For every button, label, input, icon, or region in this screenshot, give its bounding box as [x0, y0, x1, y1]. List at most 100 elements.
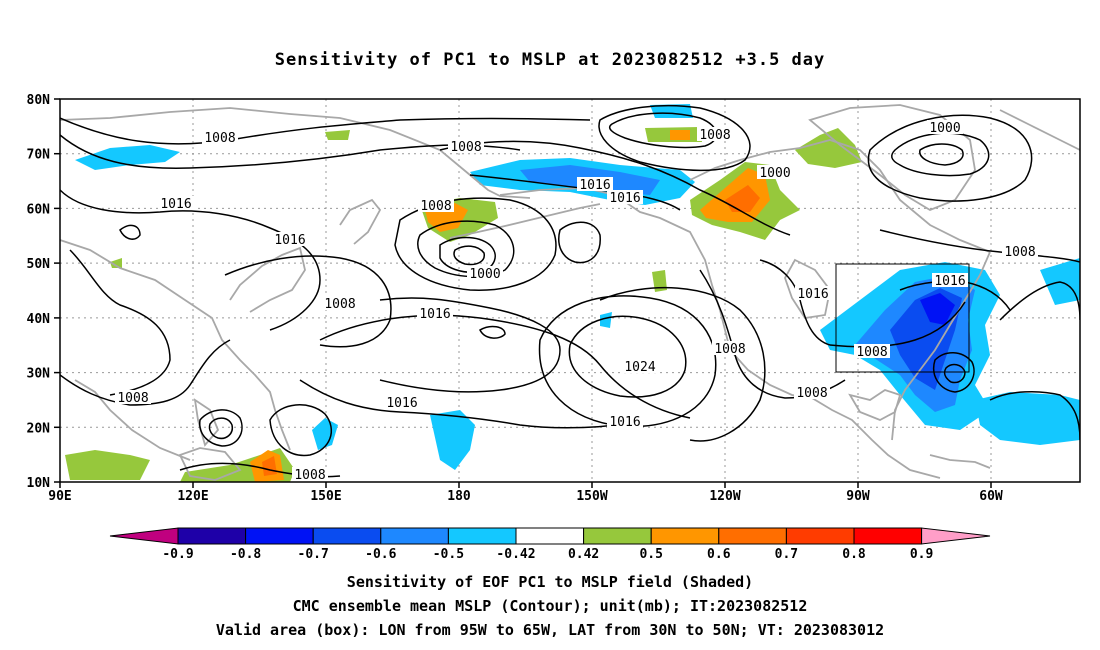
contour-label-bg — [272, 232, 308, 246]
contour-label: 1024 — [624, 360, 655, 375]
chart-title: Sensitivity of PC1 to MSLP at 2023082512… — [274, 50, 826, 70]
colorbar-label: -0.7 — [298, 547, 329, 562]
contour-label-bg — [115, 390, 151, 404]
x-tick-label: 180 — [447, 489, 471, 504]
colorbar-label: -0.9 — [162, 547, 193, 562]
contour-1004-hurricane — [943, 363, 966, 384]
contour-1008-hurricane-outer — [933, 352, 975, 393]
contour-1016-pac-ring — [224, 255, 392, 348]
contour-label: 1016 — [934, 274, 965, 289]
contour-label-bg — [448, 139, 484, 153]
contour-1008-greenland — [867, 114, 1033, 202]
contour-label-bg — [467, 266, 503, 280]
contour-1016-mid — [379, 297, 561, 393]
contour-1024-high — [568, 315, 687, 398]
y-axis: 80N 70N 60N 50N 40N 30N 20N 10N — [27, 93, 60, 491]
y-tick-label: 40N — [27, 312, 51, 327]
coast-borneo — [178, 447, 242, 481]
contour-label-bg — [577, 177, 613, 191]
coast-europe-north — [999, 109, 1080, 151]
contour-996-greenland — [919, 143, 964, 166]
contour-label-bg — [417, 306, 453, 320]
colorbar-swatch — [380, 527, 449, 545]
coast-aleutians — [449, 203, 601, 239]
colorbar-max-arrow — [921, 527, 991, 545]
x-tick-label: 90E — [48, 489, 71, 504]
y-tick-label: 50N — [27, 257, 51, 272]
contour-label-bg — [607, 414, 643, 428]
colorbar-label: 0.7 — [775, 547, 798, 562]
coast-greenland — [808, 104, 976, 212]
caption-line-2: CMC ensemble mean MSLP (Contour); unit(m… — [292, 597, 808, 615]
contour-label-bg — [322, 296, 358, 310]
colorbar-swatch — [853, 527, 923, 545]
contour-label: 1008 — [714, 342, 745, 357]
contour-1012-pac-ring — [269, 404, 332, 457]
contour-label-bg — [418, 198, 454, 212]
contour-label: 1008 — [796, 386, 827, 401]
colorbar-swatch — [245, 527, 314, 545]
coast-philippines — [193, 398, 220, 447]
colorbar-min-arrow — [109, 527, 179, 545]
contour-1008-siberia-outer — [394, 197, 557, 291]
colorbar-swatch — [650, 527, 720, 545]
x-tick-label: 150W — [576, 489, 607, 504]
contour-label-bg — [927, 120, 963, 134]
x-axis: 90E 120E 150E 180 150W 120W 90W 60W — [48, 482, 1003, 504]
contour-1004-alaska-low — [558, 221, 601, 264]
x-tick-label: 120E — [177, 489, 208, 504]
shade-neg-small-1 — [600, 312, 612, 328]
shade-pos-sw — [65, 450, 150, 480]
contour-label: 1008 — [324, 297, 355, 312]
shade-neg-na-east-deep — [920, 293, 955, 325]
contour-label-bg — [607, 190, 643, 204]
valid-area-box — [835, 263, 970, 373]
coast-east-asia — [60, 239, 291, 451]
contour-1008-arctic-wide — [439, 140, 791, 236]
contour-1000-siberia — [439, 236, 496, 274]
x-tick-label: 60W — [979, 489, 1003, 504]
colorbar-swatch — [447, 527, 517, 545]
colorbar-label: -0.5 — [433, 547, 464, 562]
shade-pos-small-west — [110, 258, 122, 268]
colorbar-label: -0.6 — [365, 547, 396, 562]
contour-label-bg — [384, 395, 420, 409]
shade-neg-west-small — [75, 145, 180, 170]
contour-1004-siberia — [417, 220, 515, 278]
contour-label-bg — [158, 196, 194, 210]
contour-label: 1016 — [419, 307, 450, 322]
contour-label-bg — [697, 127, 733, 141]
contour-label: 1016 — [609, 415, 640, 430]
shade-neg-atlantic — [975, 392, 1080, 445]
contour-1016-pac-small — [479, 325, 506, 339]
caption-line-1: Sensitivity of EOF PC1 to MSLP field (Sh… — [346, 573, 754, 591]
y-tick-label: 80N — [27, 93, 51, 108]
contour-1008-east — [879, 229, 1080, 263]
contour-label: 1016 — [609, 191, 640, 206]
coast-arctic-canada — [689, 139, 991, 253]
colorbar-swatch — [785, 527, 855, 545]
x-tick-label: 150E — [310, 489, 341, 504]
contour-1012-sw-ring2 — [208, 417, 234, 440]
shade-pos-greenland — [795, 128, 862, 168]
contour-label: 1016 — [274, 233, 305, 248]
contour-1016-central-pac-2 — [299, 379, 641, 429]
plot-frame — [59, 98, 1081, 483]
shade-pos-pacific-small — [652, 270, 667, 292]
contour-label: 1000 — [469, 267, 500, 282]
colorbar-label: -0.42 — [496, 547, 535, 562]
colorbar-label: 0.8 — [842, 547, 866, 562]
coast-hudson — [784, 258, 831, 319]
caption-line-3: Valid area (box): LON from 95W to 65W, L… — [215, 621, 885, 639]
y-tick-label: 10N — [27, 476, 51, 491]
colorbar-label: 0.6 — [707, 547, 731, 562]
contour-label: 1000 — [759, 166, 790, 181]
contour-label: 1016 — [386, 396, 417, 411]
shade-pos-arctic-orange — [670, 130, 690, 140]
contour-1016-east-pac — [599, 286, 766, 442]
y-tick-label: 70N — [27, 148, 51, 163]
contour-label-bg — [202, 130, 238, 144]
y-tick-label: 60N — [27, 202, 51, 217]
colorbar-label: 0.42 — [568, 547, 599, 562]
